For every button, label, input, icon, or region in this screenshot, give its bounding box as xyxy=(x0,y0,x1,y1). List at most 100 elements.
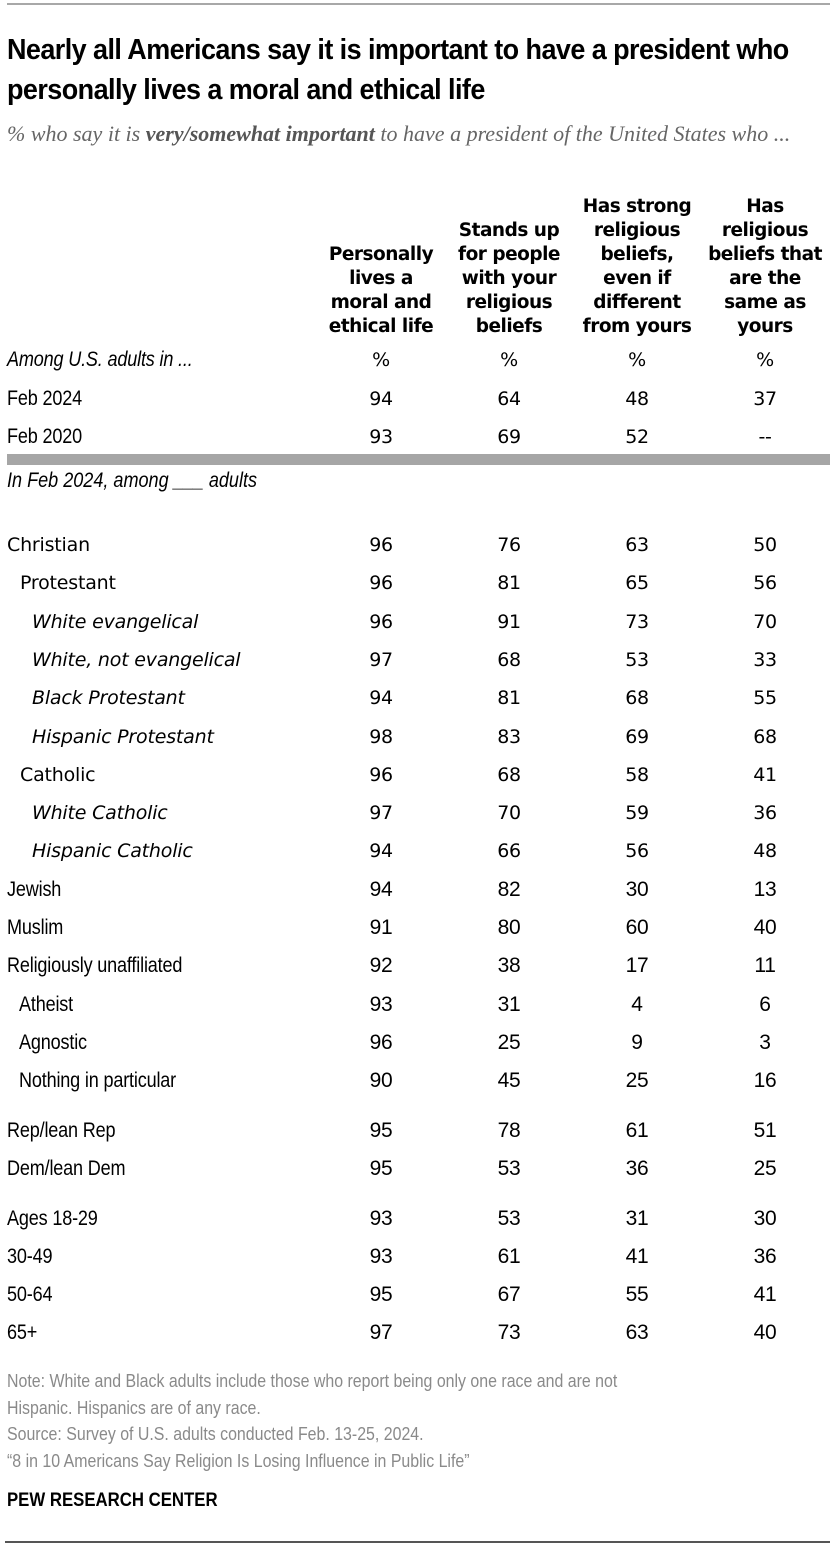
value-cell: 25 xyxy=(625,1069,649,1092)
header-line: lives a xyxy=(349,268,413,289)
value-cell: 91 xyxy=(497,611,521,633)
value-cell: 41 xyxy=(753,1283,777,1306)
value-cell: 4 xyxy=(631,993,643,1016)
value-cell: 38 xyxy=(497,954,521,977)
value-cell: 52 xyxy=(625,426,649,448)
value-cell: 83 xyxy=(497,726,521,748)
row-label: Feb 2024 xyxy=(7,387,82,410)
unit-cell: % xyxy=(372,349,390,371)
value-cell: 36 xyxy=(625,1157,649,1180)
value-cell: 16 xyxy=(753,1069,777,1092)
table-row: Black Protestant 94 81 68 55 xyxy=(0,685,840,715)
header-line: Personally xyxy=(328,244,434,265)
header-line: with your xyxy=(461,268,557,289)
value-cell: 61 xyxy=(497,1245,521,1268)
value-cell: 33 xyxy=(753,649,777,671)
table-row: Hispanic Protestant 98 83 69 68 xyxy=(0,724,840,754)
table-row: Catholic 96 68 58 41 xyxy=(0,762,840,792)
row-label: 50-64 xyxy=(7,1283,53,1306)
row-label: Hispanic Protestant xyxy=(32,726,214,748)
subtitle-post: to have a president of the United States… xyxy=(374,121,791,146)
unit-cell: % xyxy=(628,349,646,371)
section-label: In Feb 2024, among ___ adults xyxy=(7,469,258,492)
value-cell: 55 xyxy=(625,1283,649,1306)
row-label: Christian xyxy=(7,534,90,556)
value-cell: 93 xyxy=(369,426,393,448)
header-line: Stands up xyxy=(458,220,560,241)
header-line: ethical life xyxy=(328,316,434,337)
row-label: Among U.S. adults in ... xyxy=(7,348,193,371)
value-cell: 45 xyxy=(497,1069,521,1092)
row-label: Nothing in particular xyxy=(19,1069,177,1092)
table-row: 30-49 93 61 41 36 xyxy=(0,1244,840,1274)
value-cell: 25 xyxy=(497,1031,521,1054)
value-cell: 13 xyxy=(753,878,777,901)
table-row: Religiously unaffiliated 92 38 17 11 xyxy=(0,953,840,983)
table-row: Muslim 91 80 60 40 xyxy=(0,915,840,945)
row-label: 30-49 xyxy=(7,1245,53,1268)
value-cell: 63 xyxy=(625,1321,649,1344)
table-row: Agnostic 96 25 9 3 xyxy=(0,1030,840,1060)
value-cell: 73 xyxy=(625,611,649,633)
value-cell: 73 xyxy=(497,1321,521,1344)
top-rule xyxy=(7,3,830,5)
header-line: for people xyxy=(458,244,560,265)
row-label: Dem/lean Dem xyxy=(7,1157,126,1180)
value-cell: 95 xyxy=(369,1283,393,1306)
value-cell: 53 xyxy=(497,1207,521,1230)
value-cell: 70 xyxy=(497,802,521,824)
table-row: Nothing in particular 90 45 25 16 xyxy=(0,1068,840,1098)
section-separator xyxy=(7,454,830,465)
report-title: “8 in 10 Americans Say Religion Is Losin… xyxy=(7,1449,470,1471)
value-cell: 96 xyxy=(369,611,393,633)
row-label: Hispanic Catholic xyxy=(32,840,193,862)
value-cell: 36 xyxy=(753,1245,777,1268)
value-cell: 82 xyxy=(497,878,521,901)
note-line: Note: White and Black adults include tho… xyxy=(7,1370,618,1391)
unit-cell: % xyxy=(500,349,518,371)
value-cell: 30 xyxy=(753,1207,777,1230)
row-label: Catholic xyxy=(20,764,96,786)
header-line: religious xyxy=(721,220,809,241)
header-line: different xyxy=(593,292,681,313)
row-label: Rep/lean Rep xyxy=(7,1119,116,1142)
value-cell: 94 xyxy=(369,687,393,709)
bottom-rule xyxy=(5,1541,830,1543)
value-cell: 66 xyxy=(497,840,521,862)
value-cell: 6 xyxy=(759,993,771,1016)
value-cell: 9 xyxy=(631,1031,643,1054)
value-cell: 96 xyxy=(369,1031,393,1054)
value-cell: 58 xyxy=(625,764,649,786)
table-row: 65+ 97 73 63 40 xyxy=(0,1320,840,1350)
row-label: Feb 2020 xyxy=(7,425,82,448)
header-line: religious xyxy=(465,292,553,313)
value-cell: 61 xyxy=(625,1119,649,1142)
value-cell: 59 xyxy=(625,802,649,824)
value-cell: 70 xyxy=(753,611,777,633)
value-cell: 81 xyxy=(497,687,521,709)
value-cell: 65 xyxy=(625,572,649,594)
value-cell: 30 xyxy=(625,878,649,901)
value-cell: 81 xyxy=(497,572,521,594)
value-cell: 68 xyxy=(497,649,521,671)
value-cell: 93 xyxy=(369,993,393,1016)
value-cell: 51 xyxy=(753,1119,777,1142)
column-header-moral-life: Personally lives a moral and ethical lif… xyxy=(316,243,446,339)
header-line: religious xyxy=(593,220,681,241)
pew-logo-text: PEW RESEARCH CENTER xyxy=(7,1489,218,1511)
value-cell: 55 xyxy=(753,687,777,709)
header-line: beliefs that xyxy=(708,244,822,265)
value-cell: 93 xyxy=(369,1207,393,1230)
value-cell: 92 xyxy=(369,954,393,977)
note-line: Hispanic. Hispanics are of any race. xyxy=(7,1396,261,1418)
header-line: moral and xyxy=(330,292,432,313)
row-label: Agnostic xyxy=(19,1031,87,1054)
value-cell: 37 xyxy=(753,388,777,410)
value-cell: 25 xyxy=(753,1157,777,1180)
value-cell: 40 xyxy=(753,916,777,939)
value-cell: 31 xyxy=(625,1207,649,1230)
row-label: Black Protestant xyxy=(32,687,185,709)
value-cell: 95 xyxy=(369,1119,393,1142)
value-cell: 53 xyxy=(625,649,649,671)
row-label: Religiously unaffiliated xyxy=(7,954,183,977)
